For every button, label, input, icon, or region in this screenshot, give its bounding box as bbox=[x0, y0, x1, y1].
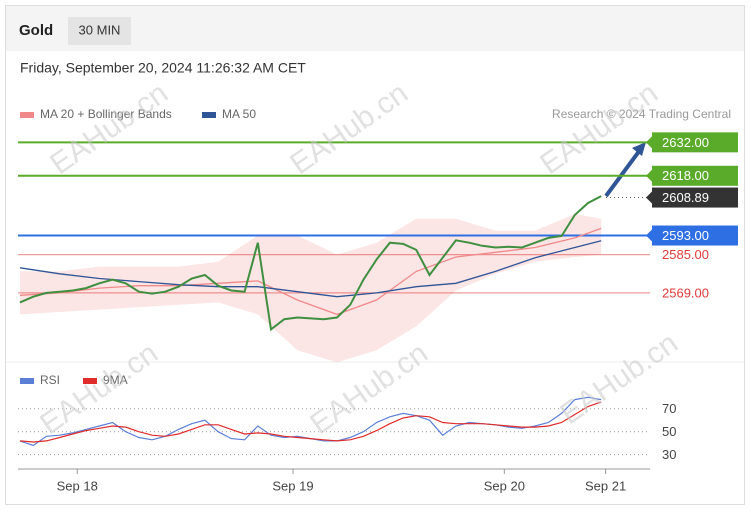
level-label: 2593.00 bbox=[662, 228, 709, 243]
legend-label: 9MA bbox=[103, 373, 128, 387]
bollinger-band bbox=[20, 214, 602, 363]
rsi-line bbox=[19, 401, 602, 443]
price-line bbox=[19, 195, 602, 332]
badge-pointer bbox=[646, 169, 652, 182]
level-label: 2618.00 bbox=[662, 168, 709, 183]
interval[interactable]: 30 MIN bbox=[79, 22, 121, 37]
instrument: Gold bbox=[19, 22, 53, 39]
ma-line bbox=[19, 227, 602, 316]
level-badge bbox=[652, 165, 738, 186]
level-label: 2632.00 bbox=[662, 135, 709, 150]
y-tick-label: 70 bbox=[662, 401, 676, 416]
y-tick-label: 30 bbox=[662, 447, 676, 462]
source: Research © 2024 Trading Central bbox=[552, 107, 731, 121]
marks: MA 20 + Bollinger Bands MA 50 2632.00 2618.… bbox=[18, 107, 738, 493]
x-tick-label: Sep 21 bbox=[585, 478, 626, 493]
arrow-head bbox=[632, 142, 646, 156]
legend-label: MA 50 bbox=[222, 107, 256, 121]
legend-swatch bbox=[202, 112, 216, 118]
x-tick-label: Sep 19 bbox=[272, 478, 313, 493]
badge-pointer bbox=[646, 229, 652, 242]
legend-swatch bbox=[83, 378, 97, 384]
forecast-arrow bbox=[604, 148, 642, 198]
x-tick-label: Sep 18 bbox=[57, 478, 98, 493]
badge-pointer bbox=[646, 136, 652, 149]
ma-line bbox=[19, 240, 602, 298]
legend-swatch bbox=[20, 378, 34, 384]
legend-swatch bbox=[20, 112, 34, 118]
legend-label: RSI bbox=[40, 373, 60, 387]
level-badge bbox=[652, 187, 738, 208]
level-label: 2608.89 bbox=[662, 190, 709, 205]
level-badge bbox=[652, 132, 738, 153]
x-tick-label: Sep 20 bbox=[484, 478, 525, 493]
legend-label: MA 20 + Bollinger Bands bbox=[40, 107, 172, 121]
badge-pointer bbox=[646, 191, 652, 204]
subtitle: Friday, September 20, 2024 11:26:32 AM C… bbox=[20, 60, 306, 76]
level-label: 2569.00 bbox=[662, 285, 709, 300]
level-badge bbox=[652, 225, 738, 246]
level-label: 2585.00 bbox=[662, 247, 709, 262]
interval-badge[interactable] bbox=[68, 17, 131, 45]
y-tick-label: 50 bbox=[662, 424, 676, 439]
